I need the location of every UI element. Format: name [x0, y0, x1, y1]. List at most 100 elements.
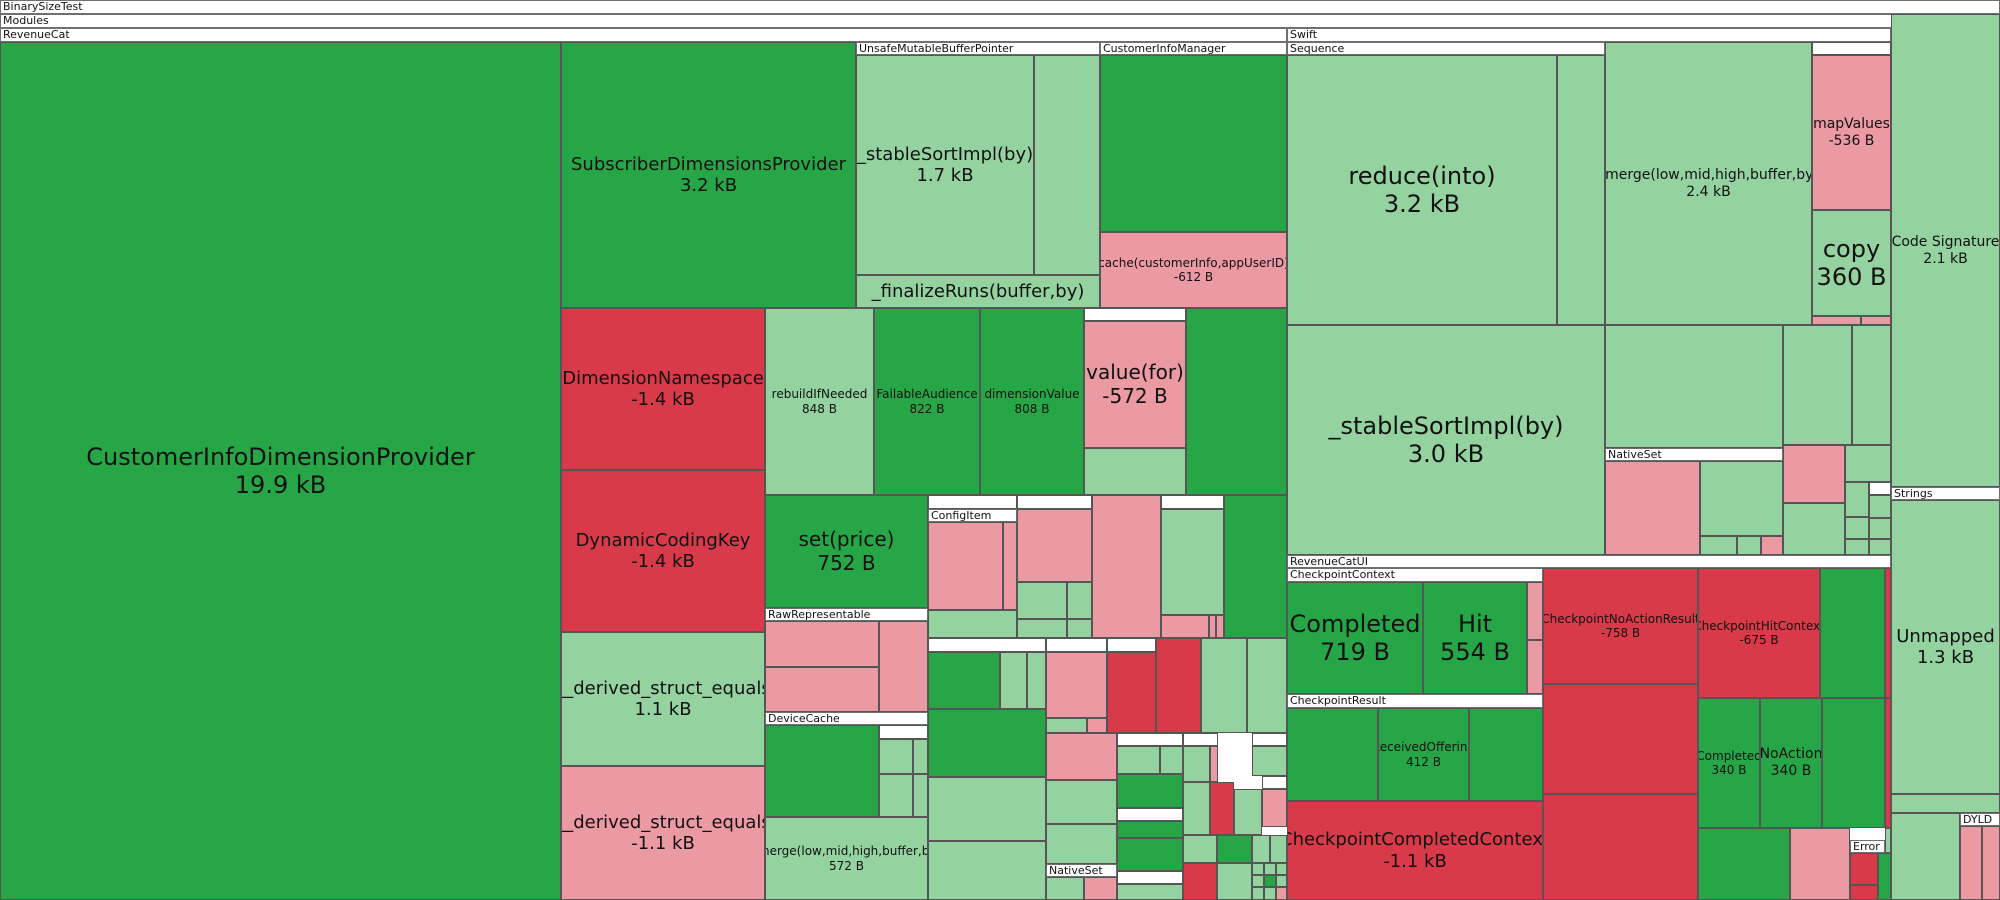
treemap-cell[interactable] [1820, 568, 1885, 698]
treemap-cell[interactable] [1067, 582, 1092, 619]
treemap-cell[interactable] [1117, 733, 1183, 746]
treemap-cell[interactable] [1605, 325, 1783, 448]
treemap-cell[interactable] [913, 739, 928, 774]
treemap-cell[interactable] [1017, 582, 1067, 619]
treemap-cell[interactable] [1087, 718, 1107, 733]
treemap-cell-map-values[interactable]: mapValues -536 B [1812, 55, 1891, 210]
treemap-cell[interactable] [1017, 619, 1067, 638]
treemap-cell-checkpoint-no-action-result[interactable]: CheckpointNoActionResult -758 B [1543, 568, 1698, 684]
treemap-cell-value-for[interactable]: value(for) -572 B [1084, 321, 1186, 448]
sequence-header[interactable]: Sequence [1287, 42, 1605, 55]
treemap-cell[interactable] [928, 522, 1003, 610]
treemap-cell-derived-struct-equals-pos[interactable]: __derived_struct_equals 1.1 kB [561, 632, 765, 766]
treemap-cell[interactable] [1891, 794, 2000, 813]
checkpoint-context-header[interactable]: CheckpointContext [1287, 568, 1543, 582]
treemap-cell[interactable] [1605, 461, 1700, 555]
treemap-cell[interactable] [1737, 536, 1761, 555]
treemap-cell[interactable] [1878, 853, 1891, 900]
treemap-cell[interactable] [1160, 746, 1183, 774]
treemap-cell[interactable] [1960, 826, 1982, 900]
treemap-cell[interactable] [1046, 733, 1117, 780]
treemap-cell[interactable] [1117, 871, 1183, 884]
treemap-cell-copy[interactable]: copy 360 B [1812, 210, 1891, 316]
customer-info-manager-header[interactable]: CustomerInfoManager [1100, 42, 1287, 55]
treemap-cell[interactable] [1046, 638, 1107, 652]
treemap-cell[interactable] [1885, 828, 1891, 853]
treemap-cell[interactable] [1761, 536, 1783, 555]
treemap-cell[interactable] [1117, 884, 1183, 900]
treemap-cell[interactable] [1845, 517, 1869, 539]
treemap-cell[interactable] [1247, 638, 1287, 733]
treemap-cell[interactable] [1527, 582, 1543, 640]
treemap-cell[interactable] [1252, 733, 1287, 746]
treemap-cell-checkpoint-hit-context[interactable]: CheckpointHitContext -675 B [1698, 568, 1820, 698]
treemap-cell[interactable] [1084, 448, 1186, 495]
checkpoint-result-header[interactable]: CheckpointResult [1287, 694, 1543, 708]
treemap-cell[interactable] [928, 638, 1046, 652]
raw-representable-header[interactable]: RawRepresentable [765, 608, 928, 621]
treemap-cell-hit-context[interactable]: Hit 554 B [1423, 582, 1527, 694]
treemap-cell[interactable] [1216, 615, 1224, 638]
treemap-cell[interactable] [1100, 55, 1287, 232]
treemap-cell[interactable] [1700, 461, 1783, 536]
treemap-cell[interactable] [765, 621, 879, 667]
treemap-cell[interactable] [1276, 887, 1287, 900]
config-item-header[interactable]: ConfigItem [928, 509, 1017, 522]
treemap-cell[interactable] [1783, 325, 1852, 445]
treemap-cell[interactable] [1017, 495, 1092, 509]
treemap-cell[interactable] [1891, 813, 1960, 900]
treemap-cell[interactable] [1276, 863, 1287, 875]
treemap-cell[interactable] [1852, 325, 1891, 445]
treemap-cell[interactable] [879, 621, 928, 712]
treemap-cell[interactable] [1183, 863, 1217, 900]
treemap-cell[interactable] [1543, 684, 1698, 794]
treemap-cell[interactable] [1812, 316, 1861, 325]
treemap-cell[interactable] [1161, 509, 1224, 615]
treemap-cell[interactable] [928, 495, 1017, 509]
treemap-cell[interactable] [1156, 638, 1201, 733]
revenuecat-header[interactable]: RevenueCat [0, 28, 1287, 42]
treemap-cell[interactable] [1252, 863, 1264, 875]
treemap-cell[interactable] [1812, 42, 1891, 55]
treemap-cell[interactable] [1183, 746, 1210, 782]
treemap-cell[interactable] [1201, 638, 1247, 733]
treemap-cell[interactable] [1700, 536, 1737, 555]
treemap-cell[interactable] [1698, 828, 1790, 900]
treemap-cell[interactable] [1262, 789, 1287, 827]
treemap-cell[interactable] [1270, 835, 1287, 863]
treemap-cell[interactable] [1264, 887, 1276, 900]
treemap-cell[interactable] [1210, 782, 1234, 835]
treemap-cell-completed-result[interactable]: Completed 340 B [1698, 698, 1760, 828]
treemap-cell[interactable] [1869, 495, 1891, 518]
treemap-cell[interactable] [1017, 509, 1092, 582]
treemap-cell[interactable] [1557, 55, 1605, 325]
treemap-cell-merge-big[interactable]: _merge(low,mid,high,buffer,by) 2.4 kB [1605, 42, 1812, 325]
treemap-cell[interactable] [1046, 780, 1117, 824]
treemap-cell[interactable] [1783, 445, 1845, 503]
dyld-header[interactable]: DYLD [1960, 813, 2000, 826]
treemap-cell[interactable] [1183, 835, 1217, 863]
treemap-cell[interactable] [765, 667, 879, 712]
treemap-cell[interactable] [1845, 445, 1891, 482]
treemap-cell[interactable] [1252, 875, 1264, 887]
treemap-cell-received-offering[interactable]: ReceivedOffering 412 B [1378, 708, 1469, 801]
treemap-cell[interactable] [1885, 568, 1891, 698]
treemap-cell[interactable] [928, 777, 1046, 841]
native-set-header-2[interactable]: NativeSet [1605, 448, 1783, 461]
treemap-cell[interactable] [1224, 495, 1287, 638]
treemap-cell-completed-context[interactable]: Completed 719 B [1287, 582, 1423, 694]
error-header[interactable]: Error [1850, 840, 1885, 853]
treemap-cell-customer-info-dimension-provider[interactable]: CustomerInfoDimensionProvider 19.9 kB [0, 42, 561, 900]
treemap-cell[interactable] [1869, 518, 1891, 539]
treemap-cell[interactable] [1276, 875, 1287, 887]
treemap-cell[interactable] [1027, 652, 1046, 709]
treemap-cell[interactable] [1469, 708, 1543, 801]
treemap-cell[interactable] [1982, 826, 2000, 900]
treemap-cell[interactable] [1264, 875, 1276, 887]
treemap-cell[interactable] [1790, 828, 1850, 900]
treemap-cell-subscriber-dimensions-provider[interactable]: SubscriberDimensionsProvider 3.2 kB [561, 42, 856, 308]
treemap-cell[interactable] [1003, 522, 1017, 610]
treemap-cell[interactable] [765, 725, 879, 817]
treemap-cell[interactable] [1217, 863, 1252, 900]
treemap-cell[interactable] [1869, 539, 1891, 555]
